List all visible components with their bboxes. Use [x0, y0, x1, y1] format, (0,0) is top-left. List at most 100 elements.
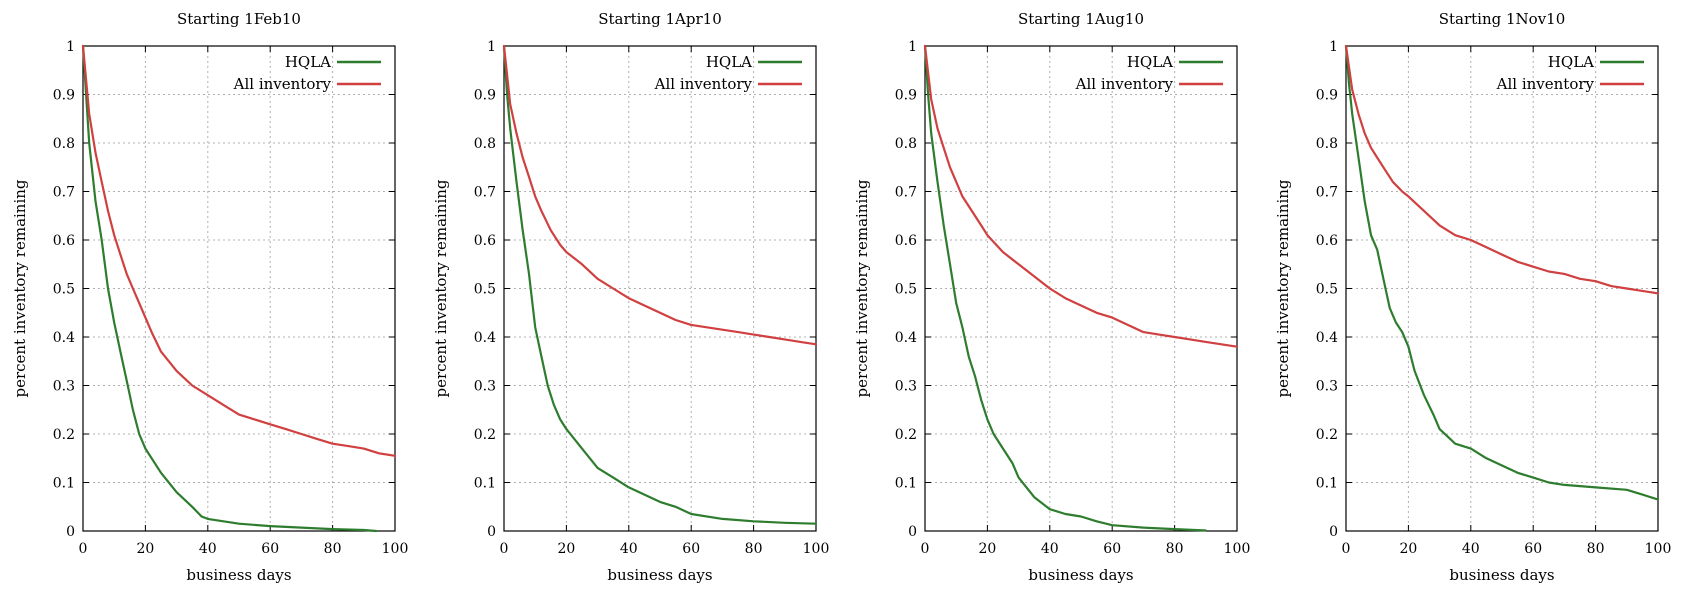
x-axis-label: business days	[186, 566, 291, 584]
x-tick-label: 40	[199, 541, 217, 557]
x-tick-label: 0	[1342, 541, 1351, 557]
y-tick-label: 0.4	[53, 330, 75, 346]
y-tick-label: 0	[487, 524, 496, 540]
y-axis-label: percent inventory remaining	[11, 179, 29, 397]
y-tick-label: 0.3	[474, 379, 496, 395]
x-tick-label: 20	[136, 541, 154, 557]
y-tick-label: 0.6	[895, 233, 917, 249]
legend-label: All inventory	[233, 75, 332, 93]
y-axis-label: percent inventory remaining	[1274, 179, 1292, 397]
chart-panel-4: Starting 1Nov10 0 0.1 0.2 0.3 0.4 0.5 0.6 0.7 0.8…	[1274, 10, 1671, 584]
x-tick-label: 100	[1645, 541, 1672, 557]
chart-panel-2: Starting 1Apr10 0 0.1 0.2 0.3 0.4 0.5 0.6 0.7 0.8…	[432, 10, 829, 584]
series-line-hqla	[81, 44, 378, 533]
x-tick-label: 60	[682, 541, 700, 557]
chart-title: Starting 1Nov10	[1439, 10, 1566, 28]
y-tick-label: 1	[1329, 39, 1338, 55]
x-tick-label: 0	[500, 541, 509, 557]
y-tick-label: 0.7	[474, 185, 496, 201]
y-axis-label: percent inventory remaining	[853, 179, 871, 397]
y-tick-label: 0.4	[895, 330, 917, 346]
y-tick-label: 0.4	[474, 330, 496, 346]
y-tick-label: 0.7	[53, 185, 75, 201]
series-line-hqla	[1344, 44, 1660, 501]
y-tick-label: 0.1	[1316, 476, 1338, 492]
y-tick-label: 0.7	[1316, 185, 1338, 201]
y-tick-label: 0.8	[895, 136, 917, 152]
series-line-all-inventory	[81, 44, 397, 457]
y-tick-label: 0.9	[895, 88, 917, 104]
y-tick-label: 0.9	[1316, 88, 1338, 104]
x-tick-label: 100	[382, 541, 409, 557]
y-tick-label: 0.4	[1316, 330, 1338, 346]
y-tick-label: 0.3	[895, 379, 917, 395]
y-tick-label: 0.6	[1316, 233, 1338, 249]
x-tick-label: 0	[921, 541, 930, 557]
y-tick-label: 1	[487, 39, 496, 55]
x-tick-label: 40	[1462, 541, 1480, 557]
chart-title: Starting 1Aug10	[1018, 10, 1144, 28]
y-axis-label: percent inventory remaining	[432, 179, 450, 397]
y-tick-label: 0.1	[474, 476, 496, 492]
x-axis-label: business days	[1449, 566, 1554, 584]
y-tick-label: 0.5	[474, 282, 496, 298]
x-tick-label: 80	[745, 541, 763, 557]
y-tick-label: 0.2	[1316, 427, 1338, 443]
y-tick-label: 0	[66, 524, 75, 540]
legend-label: HQLA	[1548, 53, 1594, 71]
chart-title: Starting 1Feb10	[177, 10, 301, 28]
chart-panel-3: Starting 1Aug10 0 0.1 0.2 0.3 0.4 0.5 0.6 0.7 0.8…	[853, 10, 1250, 584]
series-line-all-inventory	[1344, 44, 1660, 295]
legend-label: HQLA	[1127, 53, 1173, 71]
x-tick-label: 80	[1166, 541, 1184, 557]
series-line-all-inventory	[502, 44, 818, 346]
legend-label: All inventory	[1075, 75, 1174, 93]
series-line-hqla	[502, 44, 818, 525]
y-tick-label: 0.7	[895, 185, 917, 201]
x-tick-label: 20	[557, 541, 575, 557]
x-tick-label: 100	[803, 541, 830, 557]
legend-label: HQLA	[706, 53, 752, 71]
y-tick-label: 1	[908, 39, 917, 55]
legend-label: HQLA	[285, 53, 331, 71]
y-tick-label: 0.1	[895, 476, 917, 492]
y-tick-label: 0.2	[895, 427, 917, 443]
y-tick-label: 0.2	[53, 427, 75, 443]
y-tick-label: 0.8	[474, 136, 496, 152]
x-tick-label: 60	[1103, 541, 1121, 557]
y-tick-label: 0.9	[53, 88, 75, 104]
y-tick-label: 0	[908, 524, 917, 540]
y-tick-label: 0.6	[474, 233, 496, 249]
y-tick-label: 0.9	[474, 88, 496, 104]
x-tick-label: 80	[324, 541, 342, 557]
y-tick-label: 0.3	[53, 379, 75, 395]
x-axis-label: business days	[607, 566, 712, 584]
y-tick-label: 0.5	[53, 282, 75, 298]
y-tick-label: 0.6	[53, 233, 75, 249]
legend-label: All inventory	[654, 75, 753, 93]
x-tick-label: 60	[1524, 541, 1542, 557]
y-tick-label: 0.8	[1316, 136, 1338, 152]
series-line-hqla	[923, 44, 1207, 532]
y-tick-label: 0.5	[1316, 282, 1338, 298]
x-tick-label: 20	[978, 541, 996, 557]
y-tick-label: 0	[1329, 524, 1338, 540]
chart-panel-1: Starting 1Feb10 0 0.1 0.2 0.3 0.4 0.5 0.6 0.7 0.8…	[11, 10, 408, 584]
x-tick-label: 100	[1224, 541, 1251, 557]
x-tick-label: 40	[1041, 541, 1059, 557]
x-axis-label: business days	[1028, 566, 1133, 584]
y-tick-label: 0.5	[895, 282, 917, 298]
x-tick-label: 40	[620, 541, 638, 557]
x-tick-label: 0	[79, 541, 88, 557]
chart-title: Starting 1Apr10	[598, 10, 722, 28]
y-tick-label: 0.2	[474, 427, 496, 443]
x-tick-label: 60	[261, 541, 279, 557]
legend-label: All inventory	[1496, 75, 1595, 93]
x-tick-label: 80	[1587, 541, 1605, 557]
y-tick-label: 1	[66, 39, 75, 55]
y-tick-label: 0.3	[1316, 379, 1338, 395]
x-tick-label: 20	[1399, 541, 1417, 557]
y-tick-label: 0.1	[53, 476, 75, 492]
series-line-all-inventory	[923, 44, 1239, 348]
